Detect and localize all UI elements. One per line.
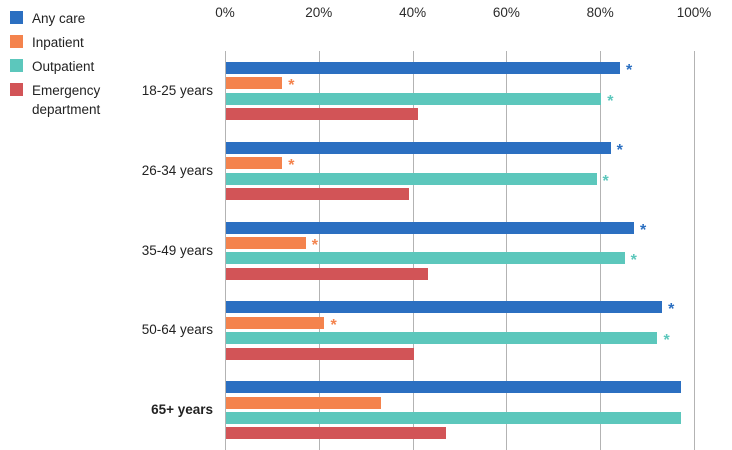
significance-asterisk: * <box>311 237 318 254</box>
bar-emergency-department <box>226 267 428 280</box>
x-tick-label: 80% <box>586 5 614 20</box>
significance-asterisk: * <box>625 62 633 79</box>
significance-asterisk: * <box>607 92 614 110</box>
gridline-100% <box>694 51 695 450</box>
x-tick-label: 20% <box>305 5 333 20</box>
x-tick-label: 100% <box>676 5 712 20</box>
bar-inpatient <box>226 237 306 249</box>
plot-area: * * * * * * * * * * * * <box>225 51 695 450</box>
bar-emergency-department <box>226 108 419 121</box>
category-label-18-25-years: 18-25 years <box>141 83 213 98</box>
bar-any-care <box>226 141 611 154</box>
bar-outpatient <box>226 172 597 185</box>
bar-outpatient <box>226 252 625 265</box>
significance-asterisk: * <box>630 252 637 270</box>
inpatient-swatch-icon <box>10 35 23 48</box>
any-care-swatch-icon <box>10 11 23 24</box>
legend-label: Outpatient <box>32 59 95 74</box>
x-tick-label: 60% <box>492 5 520 20</box>
gridline-0% <box>225 51 226 450</box>
bar-inpatient <box>226 77 283 90</box>
legend-item-emergency-department: Emergency department <box>10 81 132 119</box>
category-label-65+-years: 65+ years <box>151 402 213 418</box>
legend-item-inpatient: Inpatient <box>10 33 132 52</box>
x-tick-label: 0% <box>215 5 235 20</box>
legend-item-any-care: Any care <box>10 9 132 28</box>
significance-asterisk: * <box>602 172 609 190</box>
category-label-35-49-years: 35-49 years <box>141 242 213 258</box>
emergency-department-swatch-icon <box>10 83 23 96</box>
bar-emergency-department <box>226 347 414 360</box>
category-label-50-64-years: 50-64 years <box>141 322 213 338</box>
bar-inpatient <box>226 157 283 170</box>
bar-outpatient <box>226 92 602 105</box>
gridline-20% <box>318 51 320 450</box>
significance-asterisk: * <box>288 77 295 95</box>
legend-item-outpatient: Outpatient <box>10 57 132 76</box>
bar-inpatient <box>226 396 381 409</box>
bar-any-care <box>226 221 635 234</box>
legend-label: Emergency department <box>32 83 101 117</box>
bar-emergency-department <box>226 188 409 200</box>
category-label-26-34-years: 26-34 years <box>141 162 213 178</box>
bar-outpatient <box>226 412 681 424</box>
bar-emergency-department <box>226 427 447 440</box>
bar-any-care <box>226 381 681 394</box>
bar-outpatient <box>226 332 658 345</box>
chart-legend: Any care Inpatient Outpatient Emergency … <box>10 9 132 119</box>
significance-asterisk: * <box>668 301 675 319</box>
x-tick-label: 40% <box>399 5 427 20</box>
bar-any-care <box>226 301 663 314</box>
significance-asterisk: * <box>616 141 623 159</box>
bar-any-care <box>226 62 620 74</box>
significance-asterisk: * <box>330 316 337 334</box>
significance-asterisk: * <box>640 221 647 239</box>
significance-asterisk: * <box>663 332 670 350</box>
legend-label: Any care <box>32 11 86 26</box>
bar-inpatient <box>226 316 325 329</box>
legend-label: Inpatient <box>32 35 84 50</box>
gridline-40% <box>412 51 414 450</box>
significance-asterisk: * <box>288 157 295 175</box>
gridline-80% <box>600 51 602 450</box>
outpatient-swatch-icon <box>10 59 23 72</box>
x-axis-tick-labels: 0% 20% 40% 60% 80% 100% <box>215 5 711 23</box>
gridline-60% <box>506 51 508 450</box>
